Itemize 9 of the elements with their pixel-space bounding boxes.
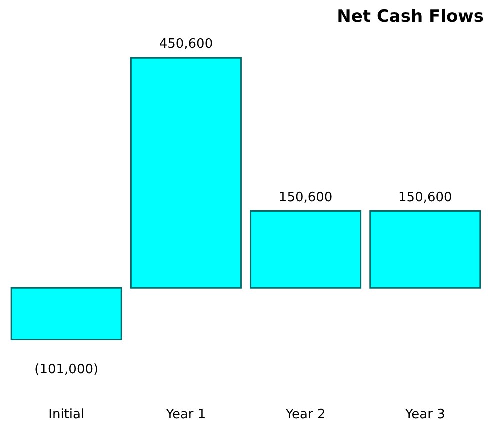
x-tick-label: Year 3 [404, 408, 446, 422]
data-label: (101,000) [34, 362, 99, 378]
x-tick-label: Initial [48, 408, 85, 422]
chart-title: Net Cash Flows [337, 7, 484, 27]
x-tick-label: Year 2 [284, 408, 326, 422]
data-label: 450,600 [159, 37, 214, 52]
data-label: 150,600 [278, 190, 333, 206]
x-tick-label: Year 1 [165, 408, 206, 422]
data-label: 150,600 [398, 190, 452, 206]
